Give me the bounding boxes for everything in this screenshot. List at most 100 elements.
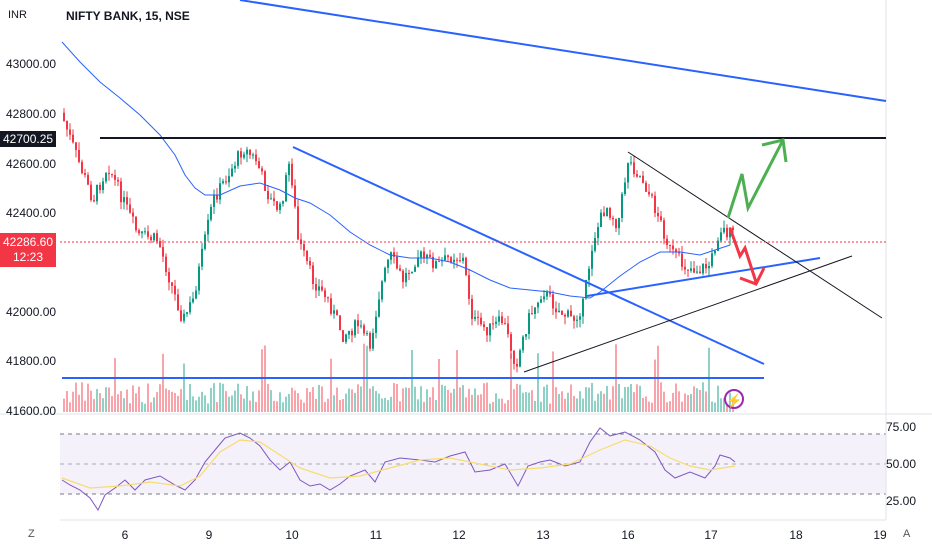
volume-bar: [90, 390, 92, 412]
flash-icon[interactable]: ⚡: [724, 389, 744, 409]
volume-bar: [300, 399, 302, 412]
candle-body: [288, 163, 290, 176]
volume-bar: [543, 386, 545, 412]
rsi-line: [61, 427, 736, 512]
candle-body: [102, 181, 104, 191]
volume-bar: [666, 402, 668, 412]
volume-bar: [579, 391, 581, 412]
volume-bar: [168, 390, 170, 412]
candle-body: [384, 267, 386, 282]
candle-body: [690, 268, 692, 271]
candle-body: [183, 313, 185, 321]
volume-bar: [675, 383, 677, 412]
volume-bar: [564, 398, 566, 412]
candle-body: [99, 184, 101, 191]
candle-body: [684, 266, 686, 270]
volume-bar: [525, 392, 527, 412]
candle-body: [573, 316, 575, 321]
volume-bar: [378, 393, 380, 412]
candle-body: [717, 240, 719, 251]
candle-body: [186, 312, 188, 314]
candle-body: [732, 227, 734, 230]
candle-body: [654, 195, 656, 213]
candle-body: [630, 162, 632, 164]
candle-body: [327, 297, 329, 299]
candle-body: [240, 151, 242, 158]
candle-body: [360, 325, 362, 327]
zoom-reset-button[interactable]: Z: [28, 528, 35, 540]
candle-body: [582, 298, 584, 317]
volume-bar: [291, 387, 293, 412]
candle-body: [675, 249, 677, 252]
candle-body: [606, 208, 608, 217]
candle-body: [450, 257, 452, 263]
symbol-title[interactable]: NIFTY BANK, 15, NSE: [66, 9, 190, 23]
candle-body: [306, 250, 308, 261]
candle-body: [648, 191, 650, 195]
volume-bar: [681, 401, 683, 412]
auto-scale-button[interactable]: A: [903, 528, 911, 540]
volume-bar: [312, 387, 314, 412]
volume-bar: [555, 387, 557, 412]
volume-bar: [66, 391, 68, 412]
candle-body: [189, 302, 191, 313]
volume-bar: [528, 392, 530, 412]
volume-bar: [237, 383, 239, 412]
volume-bar: [516, 383, 518, 412]
candle-body: [138, 230, 140, 234]
candle-body: [192, 298, 194, 303]
main-pane: [60, 0, 886, 412]
volume-bar: [285, 396, 287, 412]
candle-body: [180, 310, 182, 321]
candle-body: [711, 253, 713, 267]
candle-body: [522, 336, 524, 351]
volume-bar: [396, 383, 398, 412]
volume-bar: [192, 396, 194, 412]
candle-body: [357, 320, 359, 327]
candle-body: [324, 290, 326, 298]
volume-bar: [591, 382, 593, 412]
candle-body: [159, 241, 161, 248]
candle-body: [471, 298, 473, 319]
volume-bar: [441, 384, 443, 412]
candle-body: [678, 251, 680, 254]
volume-bar: [618, 383, 620, 412]
volume-bar: [576, 398, 578, 412]
volume-bar: [573, 395, 575, 412]
candle-body: [105, 173, 107, 182]
volume-bar: [129, 403, 131, 412]
volume-bar: [135, 393, 137, 412]
volume-bar: [552, 351, 554, 412]
time-label: 18: [789, 528, 803, 542]
volume-bar: [321, 386, 323, 412]
volume-bar: [306, 388, 308, 412]
volume-bar: [114, 358, 116, 412]
candle-body: [552, 294, 554, 309]
candle-body: [702, 264, 704, 274]
candle-body: [405, 272, 407, 283]
candle-body: [444, 255, 446, 261]
volume-bar: [705, 391, 707, 412]
volume-bar: [504, 403, 506, 412]
volume-bar: [156, 392, 158, 412]
volume-bar: [420, 386, 422, 412]
rsi-level-label: 75.00: [885, 420, 916, 434]
volume-bar: [519, 384, 521, 412]
moving-average-line: [61, 41, 731, 299]
volume-bar: [351, 389, 353, 412]
volume-bar: [459, 387, 461, 412]
volume-bar: [336, 387, 338, 412]
volume-bar: [387, 400, 389, 412]
volume-bar: [402, 388, 404, 412]
candle-body: [78, 149, 80, 162]
volume-bar: [93, 399, 95, 412]
candle-body: [693, 268, 695, 273]
volume-bar: [546, 384, 548, 412]
volume-bar: [633, 392, 635, 412]
volume-bar: [126, 389, 128, 412]
candle-body: [282, 201, 284, 204]
volume-bar: [183, 363, 185, 412]
volume-bar: [453, 388, 455, 412]
volume-bar: [354, 392, 356, 412]
